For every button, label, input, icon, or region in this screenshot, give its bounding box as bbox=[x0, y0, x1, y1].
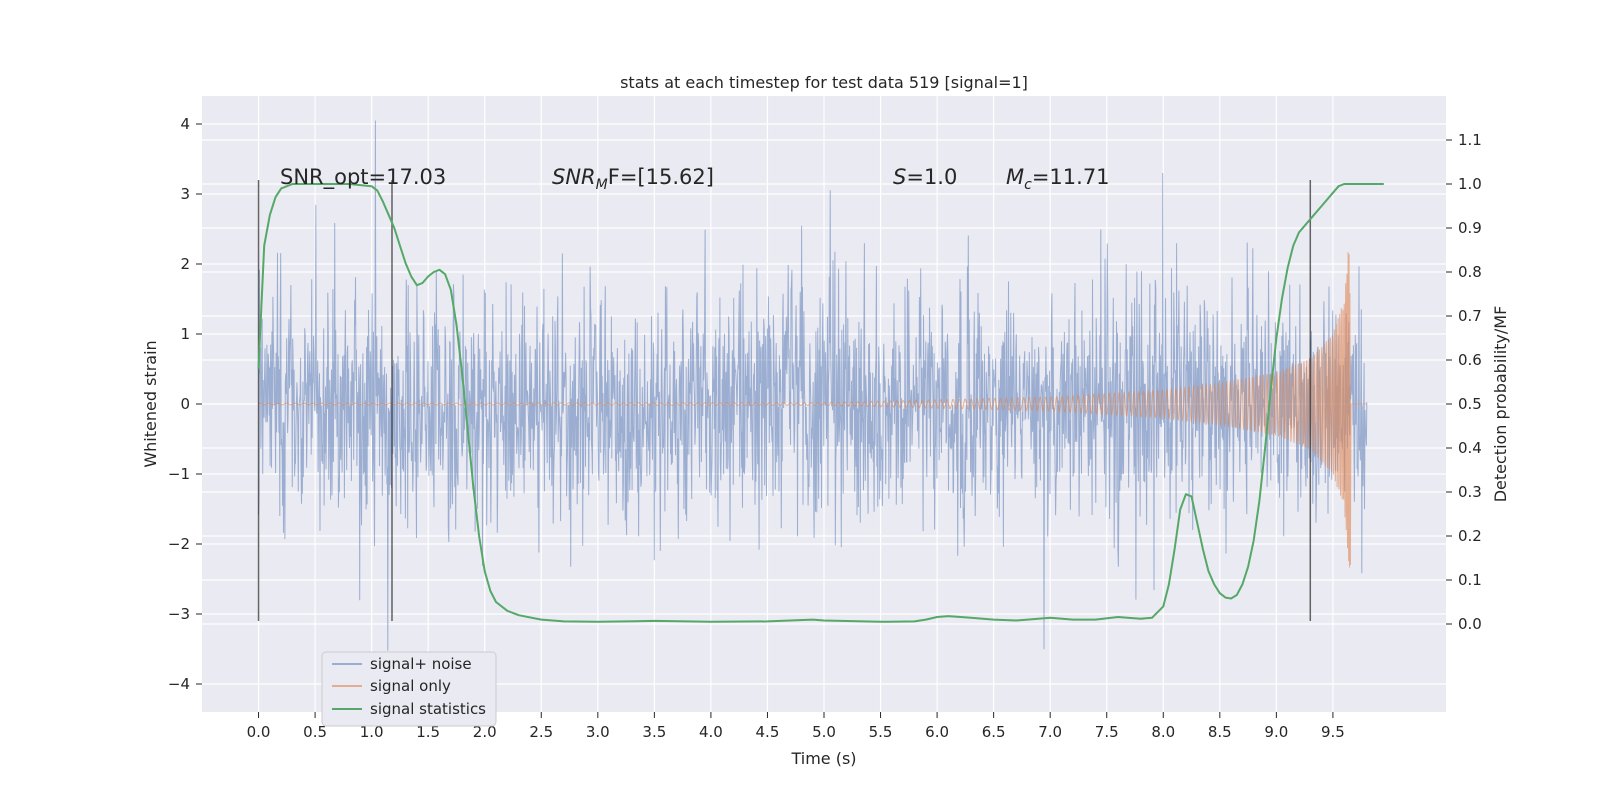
x-tick-label: 8.0 bbox=[1151, 723, 1175, 741]
y-tick-label: 4 bbox=[180, 115, 190, 133]
x-tick-label: 6.0 bbox=[925, 723, 949, 741]
y-tick-label: −4 bbox=[168, 675, 190, 693]
y2-tick-label: 0.5 bbox=[1458, 395, 1482, 413]
y-axis-ticks: −4 −3 −2 −1 0 1 2 3 4 bbox=[168, 115, 202, 693]
y2-tick-label: 0.2 bbox=[1458, 527, 1482, 545]
annotation-mc-base: M bbox=[1006, 165, 1024, 189]
x-tick-label: 9.5 bbox=[1321, 723, 1345, 741]
y2-tick-label: 0.1 bbox=[1458, 571, 1482, 589]
x-tick-label: 0.0 bbox=[247, 723, 271, 741]
y2-tick-label: 0.9 bbox=[1458, 219, 1482, 237]
annotation-snr-mf: SNRMF=[15.62] bbox=[552, 165, 714, 193]
x-tick-label: 3.0 bbox=[586, 723, 610, 741]
y2-tick-label: 1.0 bbox=[1458, 175, 1482, 193]
y-tick-label: 3 bbox=[180, 185, 190, 203]
x-tick-label: 8.5 bbox=[1208, 723, 1232, 741]
y2-axis-ticks: 0.0 0.1 0.2 0.3 0.4 0.5 0.6 0.7 0.8 0.9 1.0 1.1 bbox=[1446, 131, 1482, 633]
y-tick-label: −2 bbox=[168, 535, 190, 553]
annotation-snr-opt: SNR_opt=17.03 bbox=[280, 165, 446, 190]
y-tick-label: 1 bbox=[180, 325, 190, 343]
y2-tick-label: 0.4 bbox=[1458, 439, 1482, 457]
legend: signal+ noise signal only signal statist… bbox=[322, 652, 496, 726]
x-tick-label: 4.0 bbox=[699, 723, 723, 741]
annotation-mc: Mc=11.71 bbox=[1006, 165, 1110, 193]
x-axis-label: Time (s) bbox=[790, 749, 856, 768]
y-tick-label: 0 bbox=[180, 395, 190, 413]
y2-tick-label: 0.7 bbox=[1458, 307, 1482, 325]
y2-tick-label: 0.8 bbox=[1458, 263, 1482, 281]
y-tick-label: −3 bbox=[168, 605, 190, 623]
legend-label-statistics: signal statistics bbox=[370, 700, 486, 718]
annotation-mc-value: =11.71 bbox=[1032, 165, 1110, 189]
annotation-snr-mf-value: F=[15.62] bbox=[608, 165, 714, 189]
y-tick-label: −1 bbox=[168, 465, 190, 483]
x-tick-label: 5.0 bbox=[812, 723, 836, 741]
x-tick-label: 2.5 bbox=[529, 723, 553, 741]
y2-tick-label: 0.6 bbox=[1458, 351, 1482, 369]
x-tick-label: 4.5 bbox=[756, 723, 780, 741]
annotation-s-value: =1.0 bbox=[906, 165, 957, 189]
y2-tick-label: 0.3 bbox=[1458, 483, 1482, 501]
chart-title: stats at each timestep for test data 519… bbox=[620, 73, 1028, 92]
y2-tick-label: 1.1 bbox=[1458, 131, 1482, 149]
x-tick-label: 9.0 bbox=[1264, 723, 1288, 741]
annotation-s: S=1.0 bbox=[893, 165, 957, 189]
y-tick-label: 2 bbox=[180, 255, 190, 273]
x-tick-label: 7.5 bbox=[1095, 723, 1119, 741]
annotation-snr-mf-sub: M bbox=[596, 177, 608, 193]
annotation-s-base: S bbox=[893, 165, 906, 189]
x-tick-label: 6.5 bbox=[982, 723, 1006, 741]
x-tick-label: 7.0 bbox=[1038, 723, 1062, 741]
y2-tick-label: 0.0 bbox=[1458, 615, 1482, 633]
legend-label-signal: signal only bbox=[370, 677, 451, 695]
y-axis-label: Whitened strain bbox=[141, 340, 160, 467]
x-tick-label: 3.5 bbox=[642, 723, 666, 741]
annotation-snr-mf-base: SNR bbox=[552, 165, 596, 189]
legend-label-noise: signal+ noise bbox=[370, 655, 472, 673]
x-tick-label: 5.5 bbox=[869, 723, 893, 741]
y2-axis-label: Detection probability/MF bbox=[1491, 306, 1510, 503]
